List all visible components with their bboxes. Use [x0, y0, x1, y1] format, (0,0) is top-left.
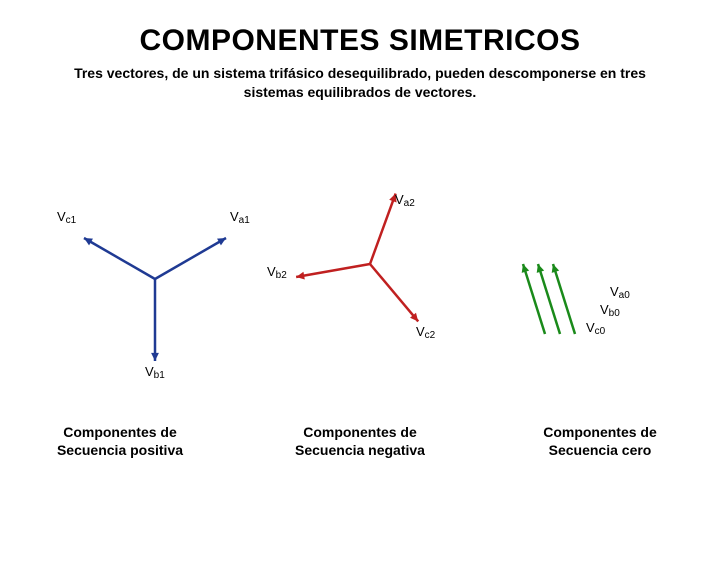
- label-vb2: Vb2: [267, 264, 287, 279]
- label-vc1: Vc1: [57, 209, 76, 224]
- caption-negative: Componentes de Secuencia negativa: [240, 424, 480, 459]
- label-vc2: Vc2: [416, 324, 435, 339]
- label-vb1: Vb1: [145, 364, 165, 379]
- page-title: COMPONENTES SIMETRICOS: [0, 24, 720, 58]
- caption-positive: Componentes de Secuencia positiva: [0, 424, 240, 459]
- label-vc0: Vc0: [586, 320, 605, 335]
- caption-zero: Componentes de Secuencia cero: [480, 424, 720, 459]
- diagram-stage: Va1 Vb1 Vc1 Va2 Vb2 Vc2 Va0 Vb0 Vc0 Comp…: [0, 134, 720, 564]
- label-va2: Va2: [395, 192, 415, 207]
- label-va0: Va0: [610, 284, 630, 299]
- captions-row: Componentes de Secuencia positiva Compon…: [0, 424, 720, 459]
- page-subtitle: Tres vectores, de un sistema trifásico d…: [50, 64, 670, 102]
- label-vb0: Vb0: [600, 302, 620, 317]
- label-va1: Va1: [230, 209, 250, 224]
